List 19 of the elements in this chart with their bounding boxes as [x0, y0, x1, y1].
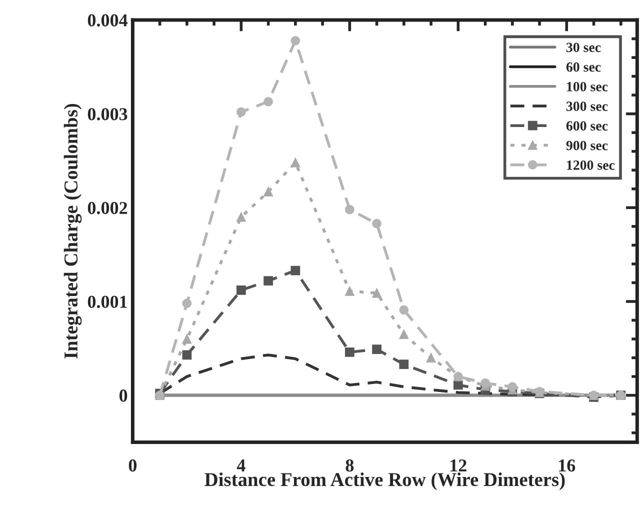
x-axis-title: Distance From Active Row (Wire Dimeters) — [204, 472, 565, 490]
y-axis-title: Integrated Charge (Coulombs) — [64, 104, 82, 358]
y-tick-label: 0 — [119, 390, 128, 402]
x-tick-label: 8 — [346, 459, 354, 472]
y-tick-label: 0.001 — [88, 296, 127, 308]
y-tick-label: 0.002 — [88, 202, 128, 214]
legend-label: 300 sec — [566, 102, 608, 111]
x-tick-label: 0 — [128, 459, 137, 472]
y-tick-label: 0.004 — [88, 14, 128, 27]
legend-label: 100 sec — [567, 82, 608, 92]
legend-label: 900 sec — [566, 140, 608, 150]
legend-label: 1200 sec — [567, 160, 615, 170]
legend-label: 30 sec — [566, 42, 601, 52]
x-tick-label: 12 — [450, 459, 466, 472]
x-tick-label: 16 — [559, 459, 576, 472]
y-tick-label: 0.003 — [88, 108, 128, 120]
legend-label: 60 sec — [566, 62, 601, 72]
legend-label: 600 sec — [566, 121, 608, 131]
x-tick-label: 4 — [236, 460, 246, 472]
